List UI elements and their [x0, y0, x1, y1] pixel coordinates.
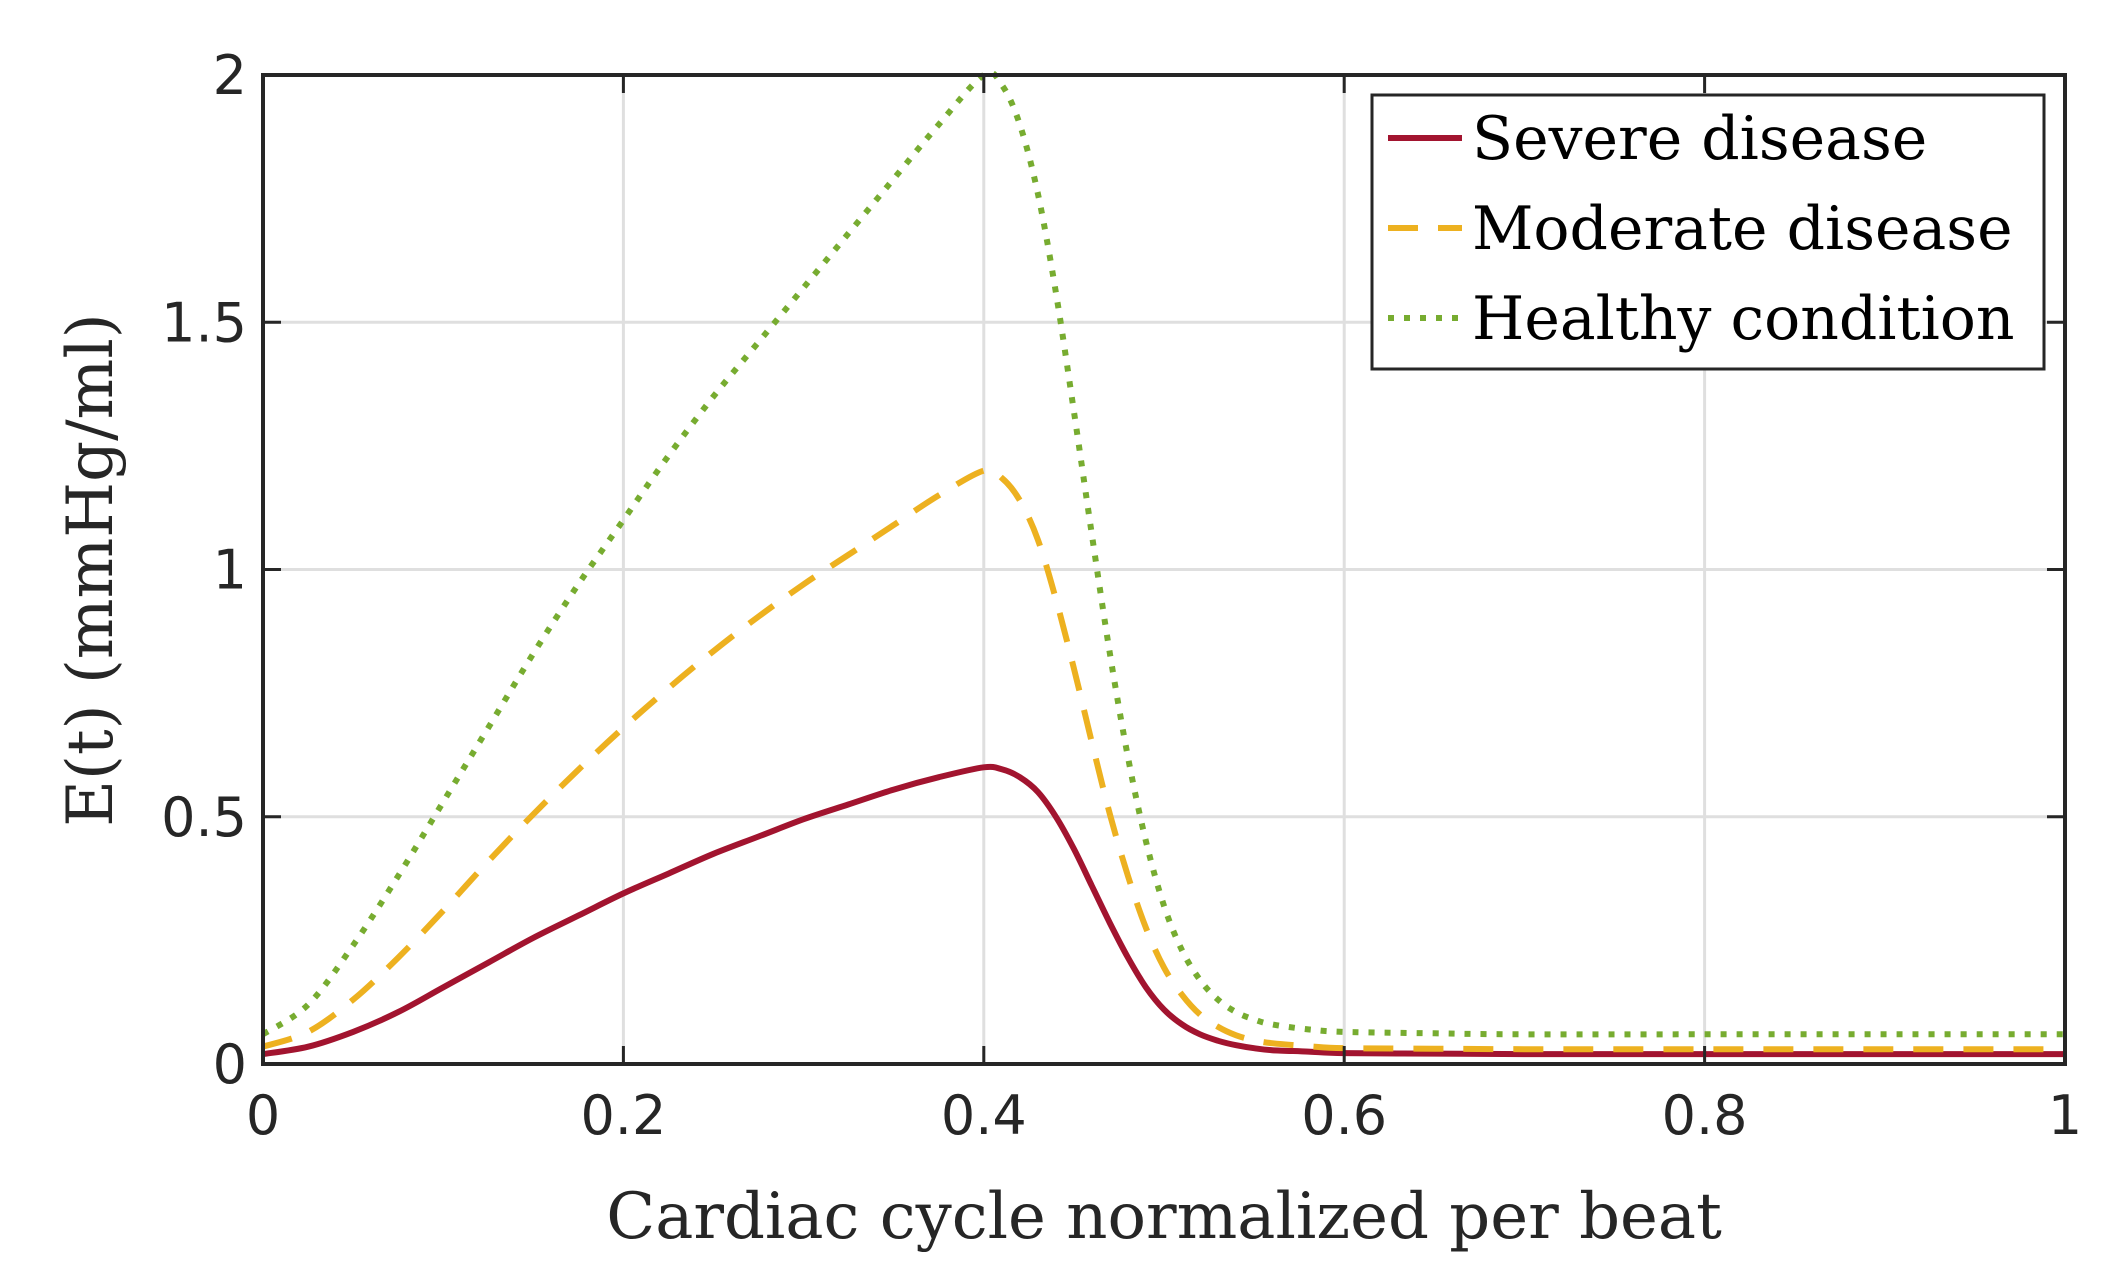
x-tick-label: 0.8 — [1662, 1084, 1748, 1147]
ticks: 0 0.2 0.4 0.6 0.8 1 0 0.5 1 1.5 2 — [161, 44, 2082, 1147]
x-tick-label: 0 — [246, 1084, 280, 1147]
y-tick-label: 1 — [213, 539, 247, 602]
legend-label-moderate-disease: Moderate disease — [1472, 194, 2013, 264]
legend: Severe disease Moderate disease Healthy co… — [1370, 93, 2046, 371]
x-tick-label: 0.4 — [941, 1084, 1027, 1147]
series-line-severe-disease — [262, 763, 2065, 1058]
y-tick-label: 0 — [213, 1033, 247, 1096]
y-tick-label: 1.5 — [161, 291, 247, 354]
legend-label-severe-disease: Severe disease — [1472, 104, 1927, 174]
y-tick-label: 2 — [213, 44, 247, 107]
series-line-healthy-condition — [261, 69, 2065, 1038]
series-group — [261, 69, 2065, 1058]
legend-label-healthy-condition: Healthy condition — [1472, 284, 2015, 354]
series-line-moderate-disease — [262, 466, 2065, 1053]
y-axis-label: E(t) (mmHg/ml) — [54, 313, 128, 827]
x-axis-label: Cardiac cycle normalized per beat — [606, 1180, 1722, 1254]
x-tick-label: 1 — [2048, 1084, 2082, 1147]
x-tick-label: 0.2 — [580, 1084, 666, 1147]
y-tick-label: 0.5 — [161, 786, 247, 849]
x-tick-label: 0.6 — [1301, 1084, 1387, 1147]
legend-box — [1370, 93, 2046, 371]
